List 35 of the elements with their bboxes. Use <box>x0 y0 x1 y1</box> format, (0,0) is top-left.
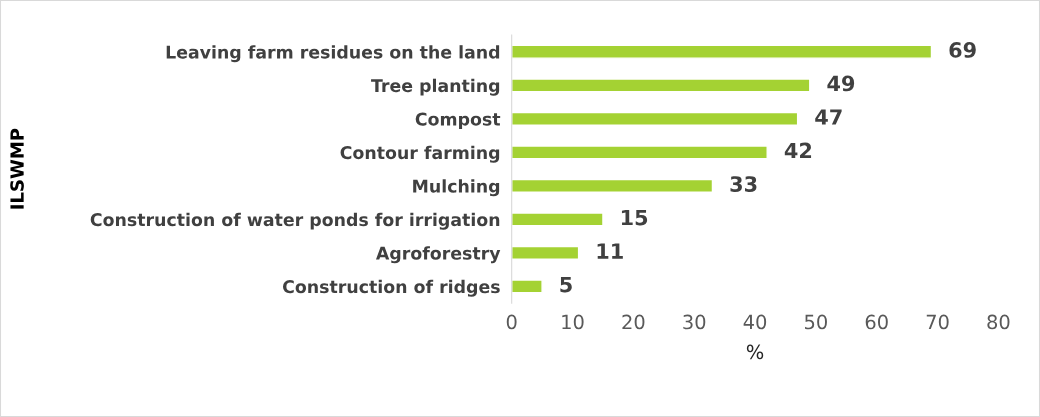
data-label: 49 <box>827 75 855 92</box>
x-tick-label: 50 <box>805 314 827 330</box>
x-axis-title: % <box>746 344 764 360</box>
y-tick-label: Mulching <box>413 179 500 197</box>
x-tick-label: 60 <box>865 314 888 330</box>
bar <box>511 78 811 93</box>
x-tick-label: 80 <box>987 314 1010 330</box>
data-label: 11 <box>597 243 623 259</box>
bar <box>511 44 933 59</box>
y-tick-label: Tree planting <box>371 78 500 96</box>
data-label: 42 <box>784 142 812 159</box>
x-tick-label: 30 <box>683 314 706 330</box>
x-tick-label: 40 <box>743 314 767 330</box>
y-tick-label: Leaving farm residues on the land <box>166 45 500 63</box>
bar <box>511 111 799 126</box>
x-tick-label: 70 <box>926 314 949 330</box>
data-label: 5 <box>560 276 572 293</box>
bar <box>511 279 543 294</box>
y-axis-title: ILSWMP <box>10 128 24 209</box>
y-tick-label: Contour farming <box>340 145 500 163</box>
x-tick-label: 0 <box>506 314 517 330</box>
bar <box>511 245 580 260</box>
data-label: 47 <box>815 109 842 125</box>
x-tick-label: 10 <box>562 314 584 330</box>
x-tick-label: 20 <box>622 314 645 330</box>
y-tick-label: Agroforestry <box>375 246 501 264</box>
data-label: 33 <box>730 176 757 192</box>
y-tick-label: Construction of ridges <box>282 279 500 297</box>
bar <box>511 145 768 160</box>
data-label: 69 <box>949 42 976 58</box>
bar <box>511 178 714 193</box>
data-label: 15 <box>621 209 648 226</box>
bar <box>511 212 604 227</box>
y-tick-label: Compost <box>415 112 501 130</box>
y-tick-label: Construction of water ponds for irrigation <box>90 212 500 230</box>
